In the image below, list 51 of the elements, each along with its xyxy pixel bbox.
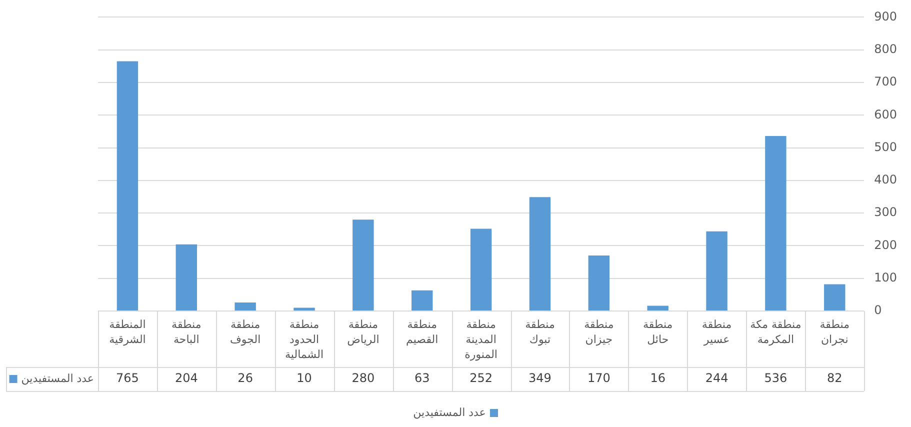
x-tick-label: منطقة حائل bbox=[642, 318, 673, 346]
x-tick-label: المنطقة الشرقية bbox=[109, 318, 146, 346]
x-tick-label: منطقة جيزان bbox=[584, 318, 614, 346]
bar bbox=[588, 256, 610, 310]
data-label: 536 bbox=[764, 371, 788, 386]
bar bbox=[824, 284, 846, 310]
y-tick-label: 900 bbox=[874, 9, 897, 24]
bar bbox=[294, 308, 315, 310]
data-label: 244 bbox=[705, 371, 728, 386]
bar bbox=[765, 136, 786, 310]
y-tick-label: 200 bbox=[874, 238, 897, 252]
x-tick-label: منطقة الحدود الشمالية bbox=[285, 318, 324, 361]
y-tick-label: 500 bbox=[874, 140, 897, 154]
y-tick-label: 0 bbox=[874, 303, 882, 318]
data-label: 280 bbox=[352, 371, 375, 386]
x-tick-label: منطقة الرياض bbox=[347, 318, 380, 346]
data-label: 349 bbox=[528, 371, 552, 386]
data-label: 26 bbox=[238, 371, 253, 386]
x-tick-label: منطقة مكة المكرمة bbox=[750, 318, 802, 346]
bar bbox=[412, 290, 433, 310]
bar bbox=[529, 197, 551, 310]
legend-label: عدد المستفيدين bbox=[21, 372, 94, 385]
text: عدد المستفيدين bbox=[413, 406, 486, 419]
x-tick-label: منطقة تبوك bbox=[525, 318, 555, 346]
bar bbox=[176, 244, 198, 310]
bar bbox=[706, 231, 728, 310]
data-label: 252 bbox=[470, 371, 492, 386]
y-tick-label: 600 bbox=[874, 107, 897, 122]
bar bbox=[116, 61, 138, 310]
bar bbox=[470, 228, 492, 310]
y-tick-label: 100 bbox=[874, 270, 897, 284]
bar bbox=[647, 306, 668, 310]
bar bbox=[234, 302, 256, 310]
x-tick-label: منطقة الباحة bbox=[172, 318, 202, 346]
data-label: 10 bbox=[296, 371, 312, 386]
data-label: 170 bbox=[587, 371, 610, 386]
data-label: 204 bbox=[174, 371, 198, 386]
x-tick-label: منطقة نجران bbox=[820, 318, 850, 346]
y-tick-label: 400 bbox=[874, 172, 897, 187]
x-tick-label: منطقة عسير bbox=[702, 318, 732, 346]
data-label: 765 bbox=[116, 371, 139, 386]
x-tick-label: منطقة الجوف bbox=[230, 318, 261, 346]
y-tick-label: 700 bbox=[874, 74, 897, 89]
data-label: 82 bbox=[826, 371, 842, 386]
bar bbox=[352, 220, 374, 310]
y-tick-label: 800 bbox=[874, 42, 897, 56]
x-tick-label: منطقة القصيم bbox=[406, 318, 438, 346]
x-tick-label: منطقة المدينة المنورة bbox=[464, 318, 498, 361]
y-tick-label: 300 bbox=[874, 205, 897, 220]
data-label: 16 bbox=[650, 371, 666, 386]
data-label: 63 bbox=[414, 371, 430, 386]
